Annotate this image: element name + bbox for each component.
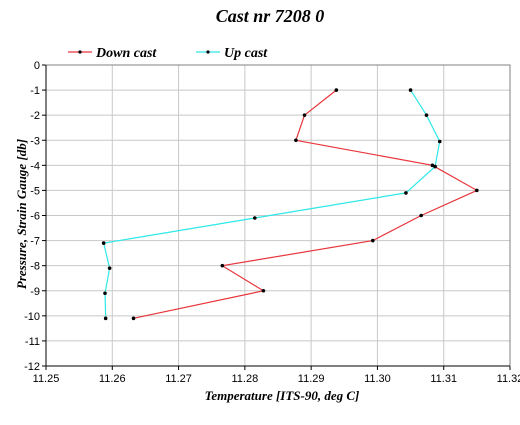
- x-tick-label: 11.28: [231, 373, 258, 385]
- y-tick-label: -5: [30, 185, 40, 197]
- chart-title: Cast nr 7208 0: [216, 6, 325, 26]
- y-axis-title: Pressure, Strain Gauge [db]: [14, 139, 29, 289]
- x-tick-label: 11.26: [99, 373, 126, 385]
- y-tick-label: -1: [30, 85, 40, 97]
- legend-label-down-cast: Down cast: [95, 46, 157, 61]
- data-point-up-cast: [408, 88, 413, 92]
- data-point-down-cast: [475, 188, 479, 193]
- x-tick-label: 11.25: [33, 373, 60, 385]
- x-tick-label: 11.31: [430, 373, 457, 385]
- x-axis-title: Temperature [ITS-90, deg C]: [205, 388, 360, 403]
- x-tick-label: 11.27: [165, 373, 192, 385]
- y-tick-label: -3: [30, 135, 40, 147]
- data-point-up-cast: [433, 164, 437, 169]
- data-point-down-cast: [370, 238, 375, 243]
- legend-marker-down-cast: [78, 50, 82, 54]
- legend-label-up-cast: Up cast: [224, 46, 268, 61]
- legend-marker-up-cast: [206, 50, 210, 54]
- x-tick-label: 11.30: [364, 373, 391, 385]
- y-tick-labels: 0 -1 -2 -3 -4 -5 -6 -7 -8 -9 -10 -11 -12: [24, 60, 40, 373]
- y-tick-label: -9: [30, 286, 40, 298]
- y-tick-label: -2: [30, 110, 40, 122]
- axes: [42, 64, 511, 370]
- data-point-down-cast: [419, 213, 423, 218]
- data-point-up-cast: [107, 266, 112, 270]
- x-tick-label: 11.32: [497, 373, 520, 385]
- y-tick-label: -12: [24, 361, 40, 373]
- y-tick-label: -7: [30, 236, 40, 248]
- data-point-down-cast: [220, 263, 225, 268]
- data-point-down-cast: [261, 288, 266, 293]
- data-point-down-cast: [302, 113, 307, 117]
- series-line-up-cast: [102, 89, 441, 319]
- data-point-down-cast: [294, 138, 298, 143]
- series-group: [101, 88, 479, 321]
- data-point-up-cast: [103, 291, 107, 296]
- x-tick-labels: 11.25 11.26 11.27 11.28 11.29 11.30 11.31 11.32: [33, 373, 520, 385]
- data-point-up-cast: [103, 316, 108, 321]
- y-tick-label: -8: [30, 261, 40, 273]
- data-point-up-cast: [404, 191, 408, 195]
- y-tick-label: -6: [30, 211, 40, 223]
- grid: [46, 65, 510, 366]
- y-tick-label: -4: [30, 160, 40, 172]
- data-point-down-cast: [131, 316, 136, 321]
- y-tick-label: 0: [34, 60, 40, 72]
- y-tick-label: -10: [24, 311, 40, 323]
- y-tick-label: -11: [25, 336, 40, 348]
- legend: Down cast Up cast: [68, 46, 268, 61]
- data-point-up-cast: [101, 241, 106, 245]
- data-point-down-cast: [334, 88, 339, 92]
- series-line-down-cast: [133, 89, 479, 319]
- data-point-up-cast: [253, 216, 257, 220]
- data-point-up-cast: [424, 113, 429, 117]
- x-tick-label: 11.29: [298, 373, 325, 385]
- data-point-up-cast: [437, 139, 442, 144]
